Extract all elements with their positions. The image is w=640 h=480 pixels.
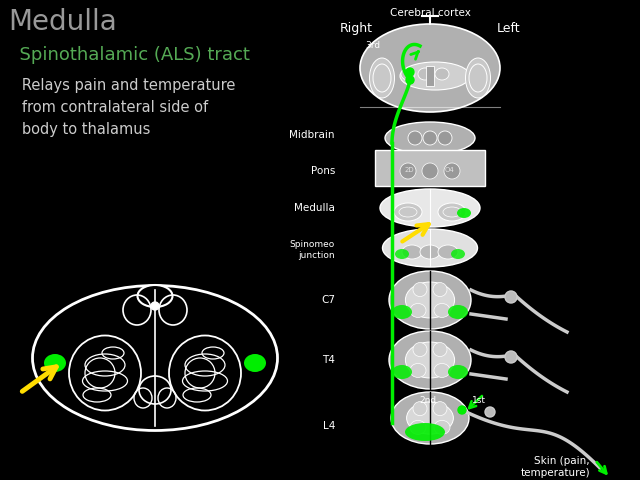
Ellipse shape <box>244 354 266 372</box>
Ellipse shape <box>438 245 458 259</box>
Circle shape <box>438 131 452 145</box>
Ellipse shape <box>33 286 278 431</box>
Ellipse shape <box>422 163 438 179</box>
Ellipse shape <box>380 189 480 227</box>
Circle shape <box>485 407 495 417</box>
Ellipse shape <box>433 343 447 357</box>
Ellipse shape <box>392 305 412 319</box>
Ellipse shape <box>405 423 445 441</box>
Ellipse shape <box>465 58 490 98</box>
Ellipse shape <box>405 282 454 318</box>
Ellipse shape <box>420 245 440 259</box>
Ellipse shape <box>448 305 468 319</box>
Text: Midbrain: Midbrain <box>289 130 335 140</box>
Ellipse shape <box>392 365 412 379</box>
Text: Left: Left <box>497 22 520 35</box>
Ellipse shape <box>434 363 450 377</box>
Text: Skin (pain,
temperature): Skin (pain, temperature) <box>520 456 590 479</box>
Text: Relays pain and temperature
   from contralateral side of
   body to thalamus: Relays pain and temperature from contral… <box>8 78 236 137</box>
Circle shape <box>505 351 517 363</box>
Ellipse shape <box>405 342 454 378</box>
Ellipse shape <box>433 402 447 416</box>
Ellipse shape <box>389 331 471 389</box>
Ellipse shape <box>410 303 426 317</box>
Circle shape <box>408 131 422 145</box>
Circle shape <box>406 76 414 84</box>
Text: Pons: Pons <box>310 166 335 176</box>
Text: O4: O4 <box>445 167 455 173</box>
Ellipse shape <box>360 24 500 112</box>
Text: Right: Right <box>340 22 373 35</box>
Ellipse shape <box>383 229 477 267</box>
Text: Cerebral cortex: Cerebral cortex <box>390 8 470 18</box>
Ellipse shape <box>389 271 471 329</box>
Ellipse shape <box>400 163 416 179</box>
Ellipse shape <box>413 402 427 416</box>
Ellipse shape <box>44 354 66 372</box>
Text: Spinothalamic (ALS) tract: Spinothalamic (ALS) tract <box>8 46 250 64</box>
Circle shape <box>505 291 517 303</box>
Ellipse shape <box>394 203 422 221</box>
Text: 2D: 2D <box>405 167 415 173</box>
Text: Spinomeo
junction: Spinomeo junction <box>290 240 335 260</box>
Ellipse shape <box>410 363 426 377</box>
Text: Medulla: Medulla <box>294 203 335 213</box>
Ellipse shape <box>413 343 427 357</box>
Circle shape <box>423 131 437 145</box>
Circle shape <box>458 406 466 414</box>
Ellipse shape <box>448 365 468 379</box>
Text: 2nd: 2nd <box>419 396 436 405</box>
Bar <box>375 150 485 186</box>
Ellipse shape <box>401 68 415 80</box>
Circle shape <box>406 68 414 76</box>
Ellipse shape <box>395 249 409 259</box>
Ellipse shape <box>413 283 427 297</box>
Text: Medulla: Medulla <box>8 8 116 36</box>
Ellipse shape <box>138 285 173 307</box>
Ellipse shape <box>457 208 471 218</box>
Bar <box>426 66 434 86</box>
Ellipse shape <box>400 62 470 90</box>
Text: 1st: 1st <box>472 396 486 405</box>
Ellipse shape <box>406 402 453 434</box>
Ellipse shape <box>434 420 450 434</box>
Text: C7: C7 <box>321 295 335 305</box>
Text: T4: T4 <box>322 355 335 365</box>
Ellipse shape <box>435 68 449 80</box>
Ellipse shape <box>402 245 422 259</box>
Text: 3rd: 3rd <box>365 41 380 50</box>
Ellipse shape <box>369 58 394 98</box>
Ellipse shape <box>391 392 469 444</box>
Circle shape <box>151 302 159 310</box>
Ellipse shape <box>434 303 450 317</box>
Ellipse shape <box>451 249 465 259</box>
Ellipse shape <box>444 163 460 179</box>
Ellipse shape <box>433 283 447 297</box>
Ellipse shape <box>410 420 426 434</box>
Ellipse shape <box>385 122 475 154</box>
Ellipse shape <box>418 68 432 80</box>
Text: L4: L4 <box>323 421 335 431</box>
Ellipse shape <box>438 203 466 221</box>
